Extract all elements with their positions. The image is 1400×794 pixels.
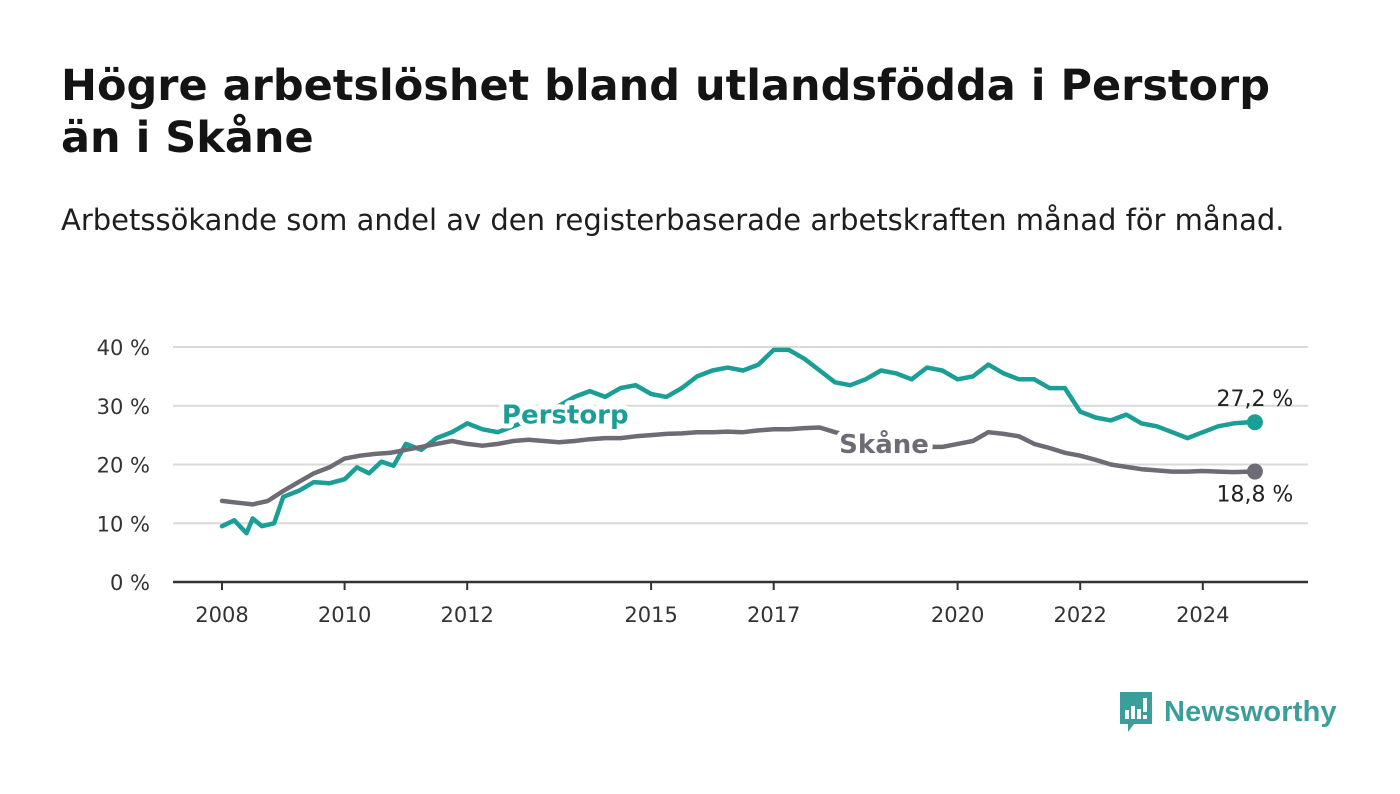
brand-logo[interactable]: Newsworthy (1118, 690, 1337, 734)
y-tick-label: 10 % (97, 512, 150, 536)
y-tick-label: 0 % (110, 571, 150, 595)
y-tick-label: 30 % (97, 395, 150, 419)
series-label-perstorp: Perstorp (502, 401, 629, 431)
series-line-perstorp (219, 347, 1258, 536)
y-tick-label: 40 % (97, 336, 150, 360)
line-chart: 0 % 10 % 20 % 30 % 40 % 2008 2010 2012 2015 2017 2… (97, 336, 1308, 627)
series-lines (219, 347, 1263, 536)
brand-name: Newsworthy (1164, 695, 1337, 728)
chart-title: Högre arbetslöshet bland utlandsfödda i … (61, 61, 1271, 163)
x-tick-label: 2017 (747, 603, 800, 627)
series-label-halo: Perstorp (502, 401, 629, 431)
end-point-skane (1246, 463, 1263, 480)
x-tick-label: 2012 (440, 603, 493, 627)
end-point-perstorp (1246, 414, 1263, 431)
axes: 0 % 10 % 20 % 30 % 40 % 2008 2010 2012 2015 2017 2… (97, 336, 1308, 627)
x-tick-label: 2022 (1053, 603, 1106, 627)
series-label-skane: Skåne (839, 428, 929, 460)
x-tick-label: 2010 (318, 603, 371, 627)
y-tick-label: 20 % (97, 454, 150, 478)
x-tick-label: 2015 (624, 603, 677, 627)
series-label-halo: Skåne (839, 428, 929, 460)
x-tick-label: 2024 (1176, 603, 1229, 627)
newsworthy-logo-icon (1120, 692, 1152, 732)
x-tick-label: 2008 (195, 603, 248, 627)
series-line-skane (219, 425, 1258, 507)
end-value-label: 27,2 % (1216, 387, 1293, 412)
end-value-label: 18,8 % (1216, 483, 1293, 508)
chart-subtitle: Arbetssökande som andel av den registerb… (61, 203, 1285, 237)
gridlines (173, 346, 1308, 525)
x-tick-label: 2020 (931, 603, 984, 627)
